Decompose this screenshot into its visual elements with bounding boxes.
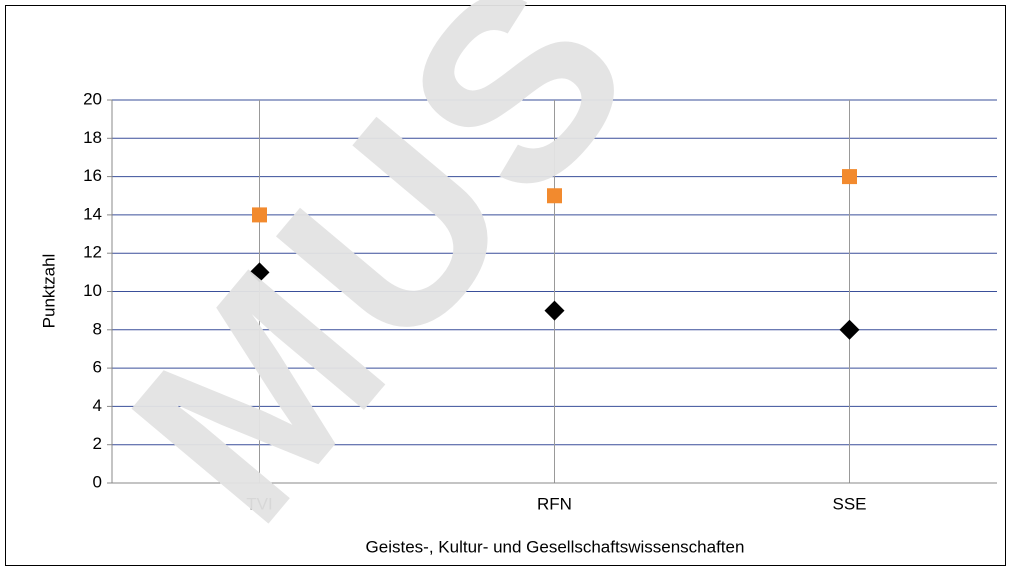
y-tick-label: 18: [83, 128, 102, 147]
y-tick-label: 0: [93, 472, 102, 491]
y-tick-label: 4: [93, 396, 102, 415]
diamond-marker: [839, 319, 860, 340]
y-tick-label: 8: [93, 319, 102, 338]
y-tick-label: 6: [93, 358, 102, 377]
diamond-marker: [544, 300, 565, 321]
square-marker: [547, 188, 562, 204]
x-tick-label: TVI: [246, 494, 272, 513]
square-marker: [842, 169, 857, 185]
y-axis-label: Punktzahl: [39, 254, 58, 329]
diamond-marker: [249, 262, 270, 283]
y-tick-label: 16: [83, 166, 102, 185]
y-tick-label: 10: [83, 281, 102, 300]
y-tick-label: 14: [83, 204, 102, 223]
y-tick-label: 20: [83, 89, 102, 108]
y-tick-label: 12: [83, 243, 102, 262]
x-tick-label: RFN: [537, 494, 572, 513]
square-marker: [252, 207, 267, 223]
chart-border: [5, 5, 1006, 566]
x-tick-label: SSE: [832, 494, 866, 513]
y-tick-label: 2: [93, 434, 102, 453]
x-axis-label: Geistes-, Kultur- und Gesellschaftswisse…: [366, 537, 745, 556]
